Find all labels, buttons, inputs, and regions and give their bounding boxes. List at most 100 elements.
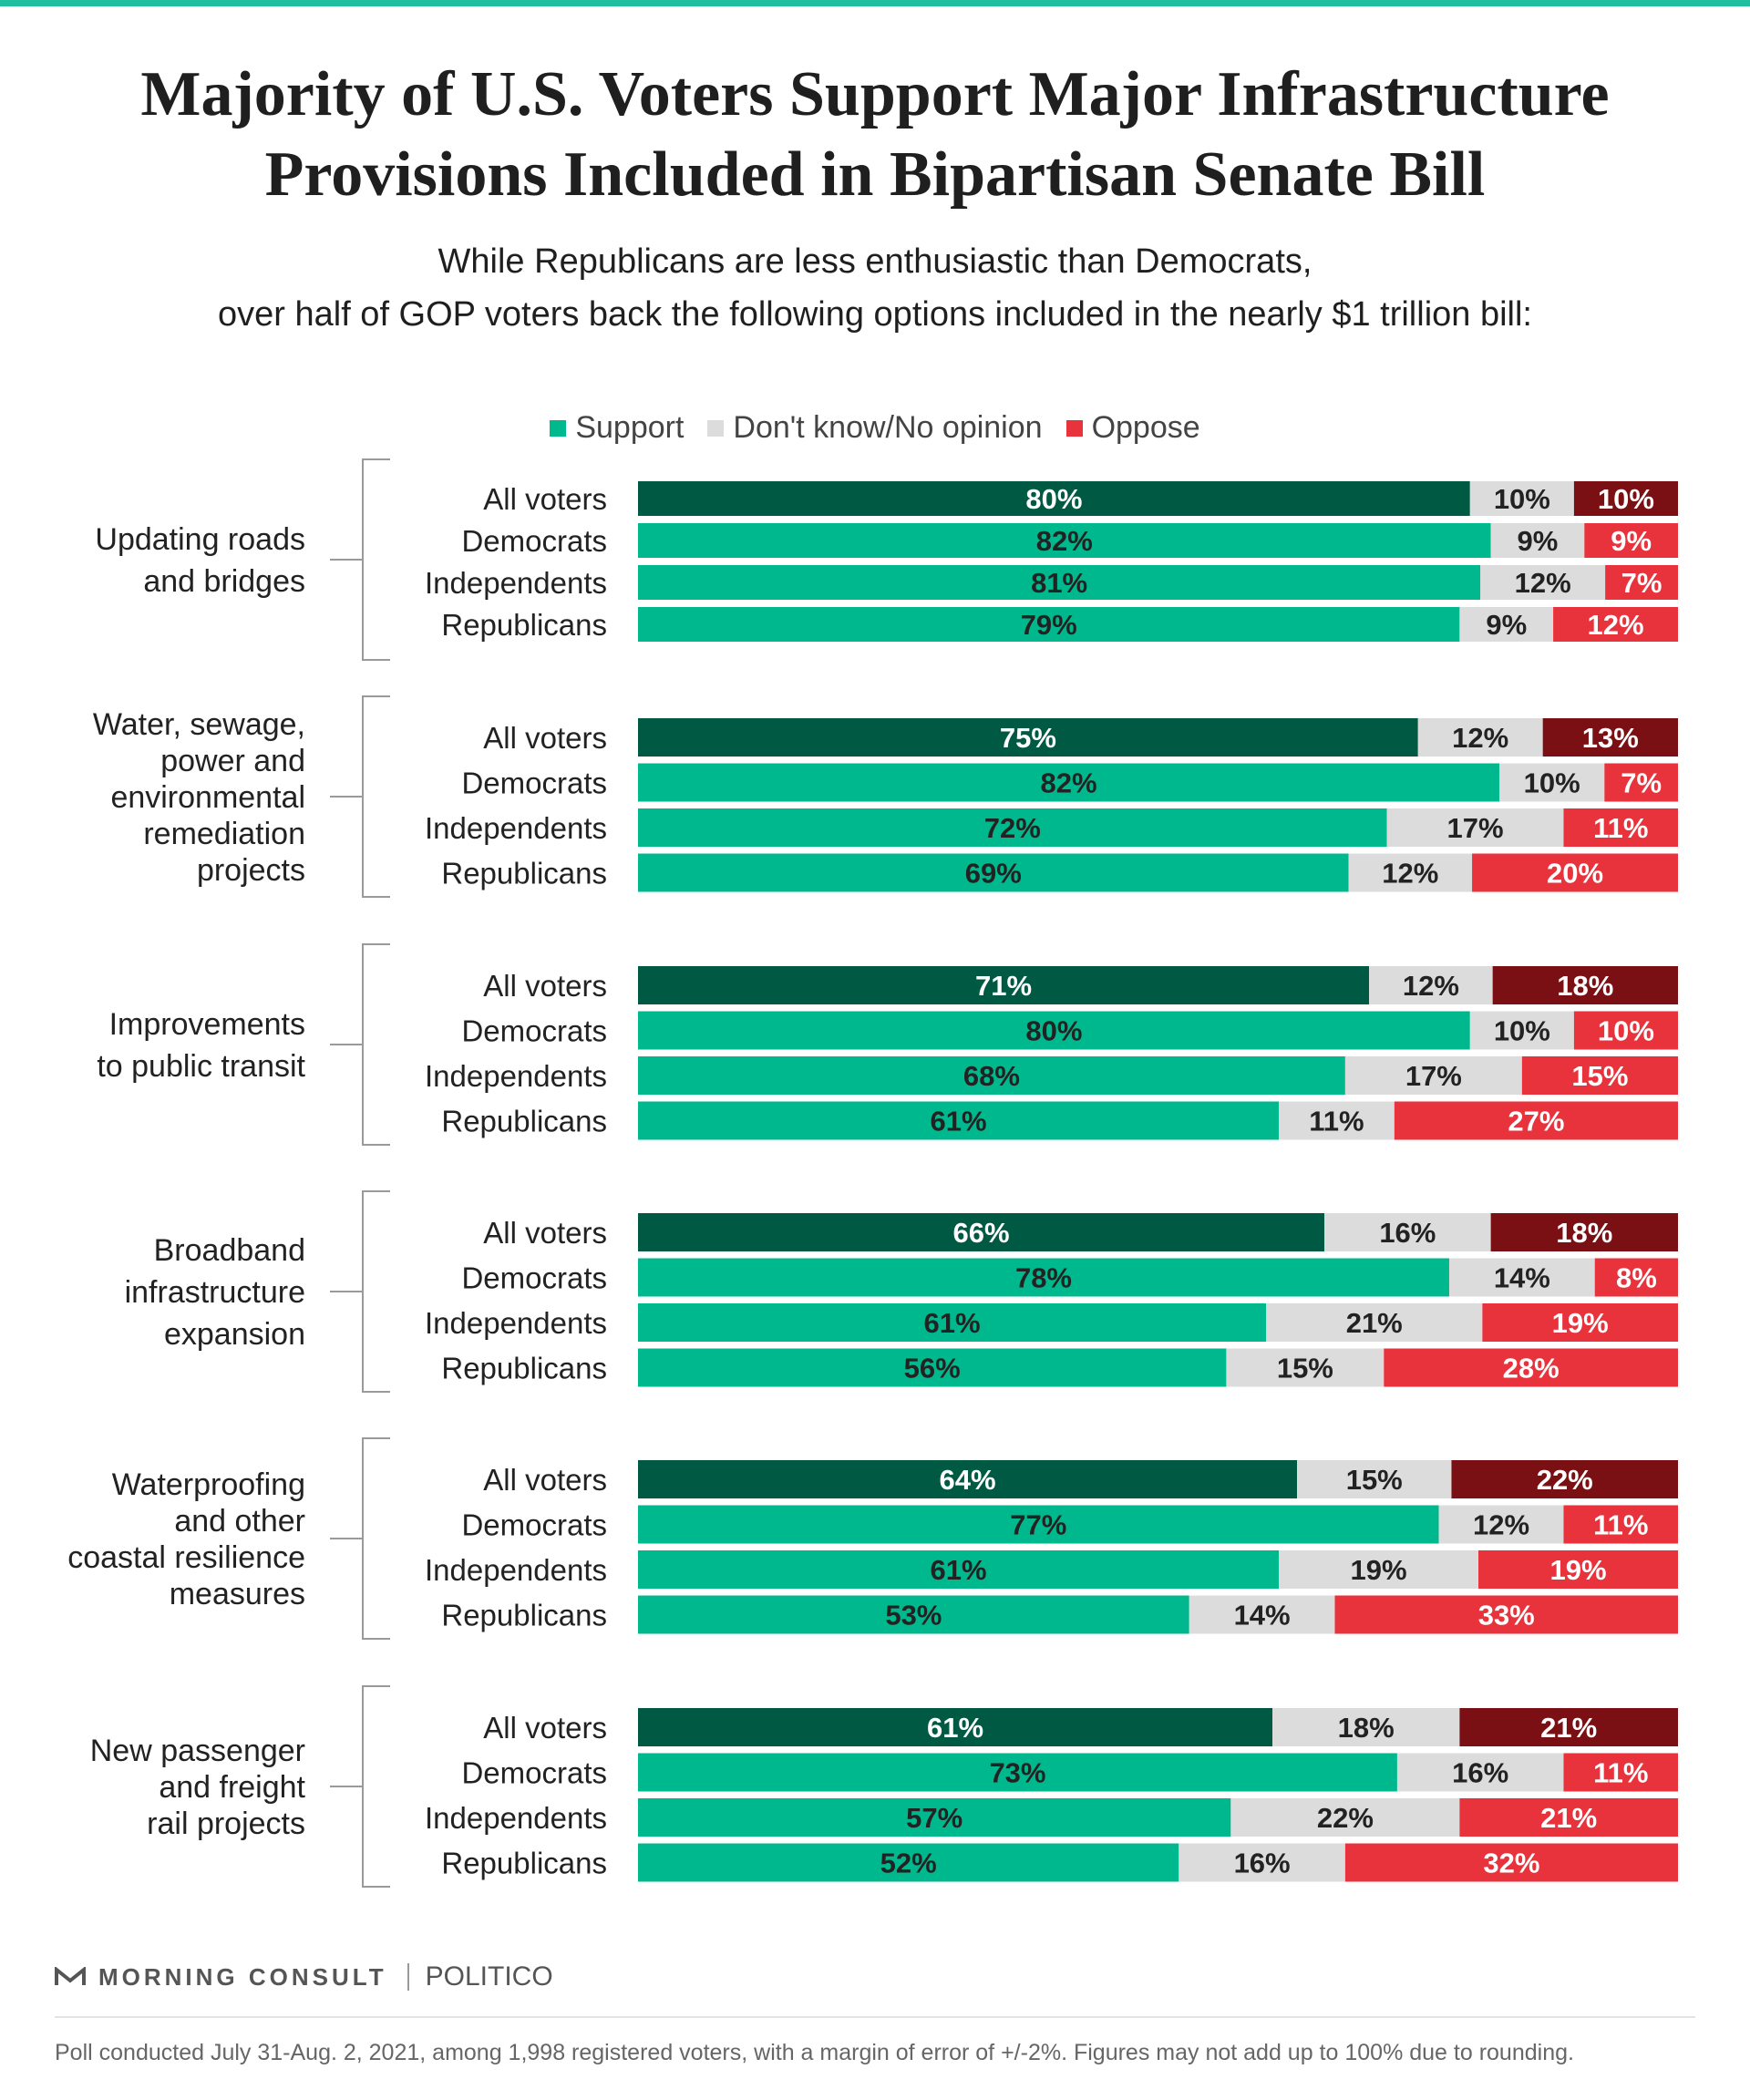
legend-label-no-opinion: Don't know/No opinion [733,410,1043,445]
group-bracket [362,1437,390,1640]
bar-segment-no-opinion [1226,1348,1385,1387]
bar-segment-support [638,763,1500,802]
group-label-line: Improvements [109,1007,305,1042]
bar-value-label: 21% [1540,1712,1597,1744]
row-label: All voters [483,1216,607,1250]
row-label: Republicans [441,1352,607,1385]
row-label: Republicans [441,857,607,890]
bar-segment-support [638,481,1470,516]
bar-segment-oppose [1563,808,1678,847]
bar-segment-oppose [1542,718,1678,757]
bar-value-label: 80% [1025,1015,1082,1047]
bar-value-label: 82% [1036,525,1093,557]
legend-item-oppose: Oppose [1065,410,1200,446]
bar-value-label: 9% [1518,525,1559,557]
legend-item-no-opinion: Don't know/No opinion [707,410,1043,446]
group-label-line: and bridges [143,564,305,599]
bar-value-label: 19% [1552,1307,1609,1339]
bar-segment-support [638,607,1460,642]
bar-value-label: 7% [1621,567,1662,599]
row-label: Independents [425,1059,607,1093]
group-label: Waterproofing and other coastal resilience… [67,1467,305,1611]
bar-segment-no-opinion [1448,1258,1595,1297]
group-label-line: Waterproofing [112,1467,305,1502]
group-label-line: Updating roads [95,522,305,557]
row-label: Independents [425,1801,607,1835]
row-label: Democrats [461,1508,607,1542]
legend-swatch-no-opinion [707,419,725,437]
bar-value-label: 73% [989,1757,1045,1789]
chart-subtitle: While Republicans are less enthusiastic … [0,235,1750,341]
row-label: Democrats [461,1261,607,1295]
bar-value-label: 9% [1486,609,1527,641]
bar-segment-no-opinion [1459,607,1554,642]
bar-segment-oppose [1594,1258,1678,1297]
bar-segment-oppose [1584,523,1678,558]
bar-value-label: 8% [1616,1262,1657,1294]
bar-value-label: 28% [1503,1353,1560,1385]
bar-value-label: 7% [1621,767,1662,799]
bar-value-label: 22% [1317,1802,1374,1834]
bar-segment-no-opinion [1179,1843,1345,1882]
bar-value-label: 66% [953,1217,1010,1249]
bar-value-label: 18% [1556,1217,1612,1249]
group-bracket [362,1685,390,1888]
bar-value-label: 18% [1338,1712,1395,1744]
bar-value-label: 77% [1010,1509,1066,1541]
bar-value-label: 12% [1452,722,1508,754]
group-label: Broadband infrastructure expansion [125,1233,305,1352]
bar-segment-support [638,808,1387,847]
group-label: New passenger and freight rail projects [90,1734,306,1841]
bar-segment-no-opinion [1480,565,1606,600]
bar-value-label: 19% [1351,1554,1407,1586]
bar-segment-oppose [1394,1101,1678,1140]
bar-segment-support [638,1798,1231,1837]
group-label-line: expansion [164,1317,305,1352]
bar-segment-support [638,1843,1179,1882]
bar-value-label: 12% [1588,609,1644,641]
group-label-line: New passenger [90,1734,305,1768]
bar-segment-support [638,718,1418,757]
bar-segment-support [638,1258,1449,1297]
row-label: Democrats [461,767,607,800]
group-label-line: rail projects [147,1807,305,1841]
bar-value-label: 15% [1277,1353,1333,1385]
chart-subtitle-line: over half of GOP voters back the followi… [218,295,1532,334]
bar-segment-no-opinion [1297,1460,1452,1498]
row-label: Republicans [441,608,607,642]
bar-value-label: 10% [1598,483,1654,515]
bar-segment-support [638,1213,1325,1251]
bar-value-label: 72% [984,812,1041,844]
group-label-line: environmental [110,780,305,815]
group-label-line: and other [174,1504,305,1539]
bar-segment-oppose [1521,1056,1678,1095]
bar-value-label: 82% [1041,767,1097,799]
bar-segment-support [638,1011,1470,1050]
bar-segment-no-opinion [1279,1101,1395,1140]
bar-segment-oppose [1459,1708,1678,1746]
bar-segment-no-opinion [1499,763,1605,802]
bar-segment-oppose [1478,1550,1678,1589]
bar-segment-no-opinion [1279,1550,1479,1589]
bar-segment-support [638,1753,1397,1792]
row-label: Republicans [441,1599,607,1632]
bar-segment-support [638,1550,1280,1589]
morning-consult-logo-icon [55,1967,86,1985]
bar-value-label: 15% [1571,1060,1628,1092]
legend-swatch-support [550,419,567,437]
bar-value-label: 20% [1547,858,1603,890]
bar-segment-oppose [1492,966,1678,1004]
bar-segment-no-opinion [1189,1595,1335,1634]
bar-value-label: 81% [1031,567,1087,599]
row-label: Republicans [441,1105,607,1138]
row-label: All voters [483,721,607,755]
brand-separator [407,1963,409,1991]
bar-segment-oppose [1553,607,1678,642]
bar-segment-support [638,1708,1273,1746]
bar-value-label: 27% [1508,1106,1564,1138]
bar-value-label: 16% [1379,1217,1436,1249]
bar-value-label: 9% [1611,525,1652,557]
bar-segment-oppose [1604,763,1678,802]
group-label-line: measures [170,1577,305,1611]
top-accent-rule [0,0,1750,6]
